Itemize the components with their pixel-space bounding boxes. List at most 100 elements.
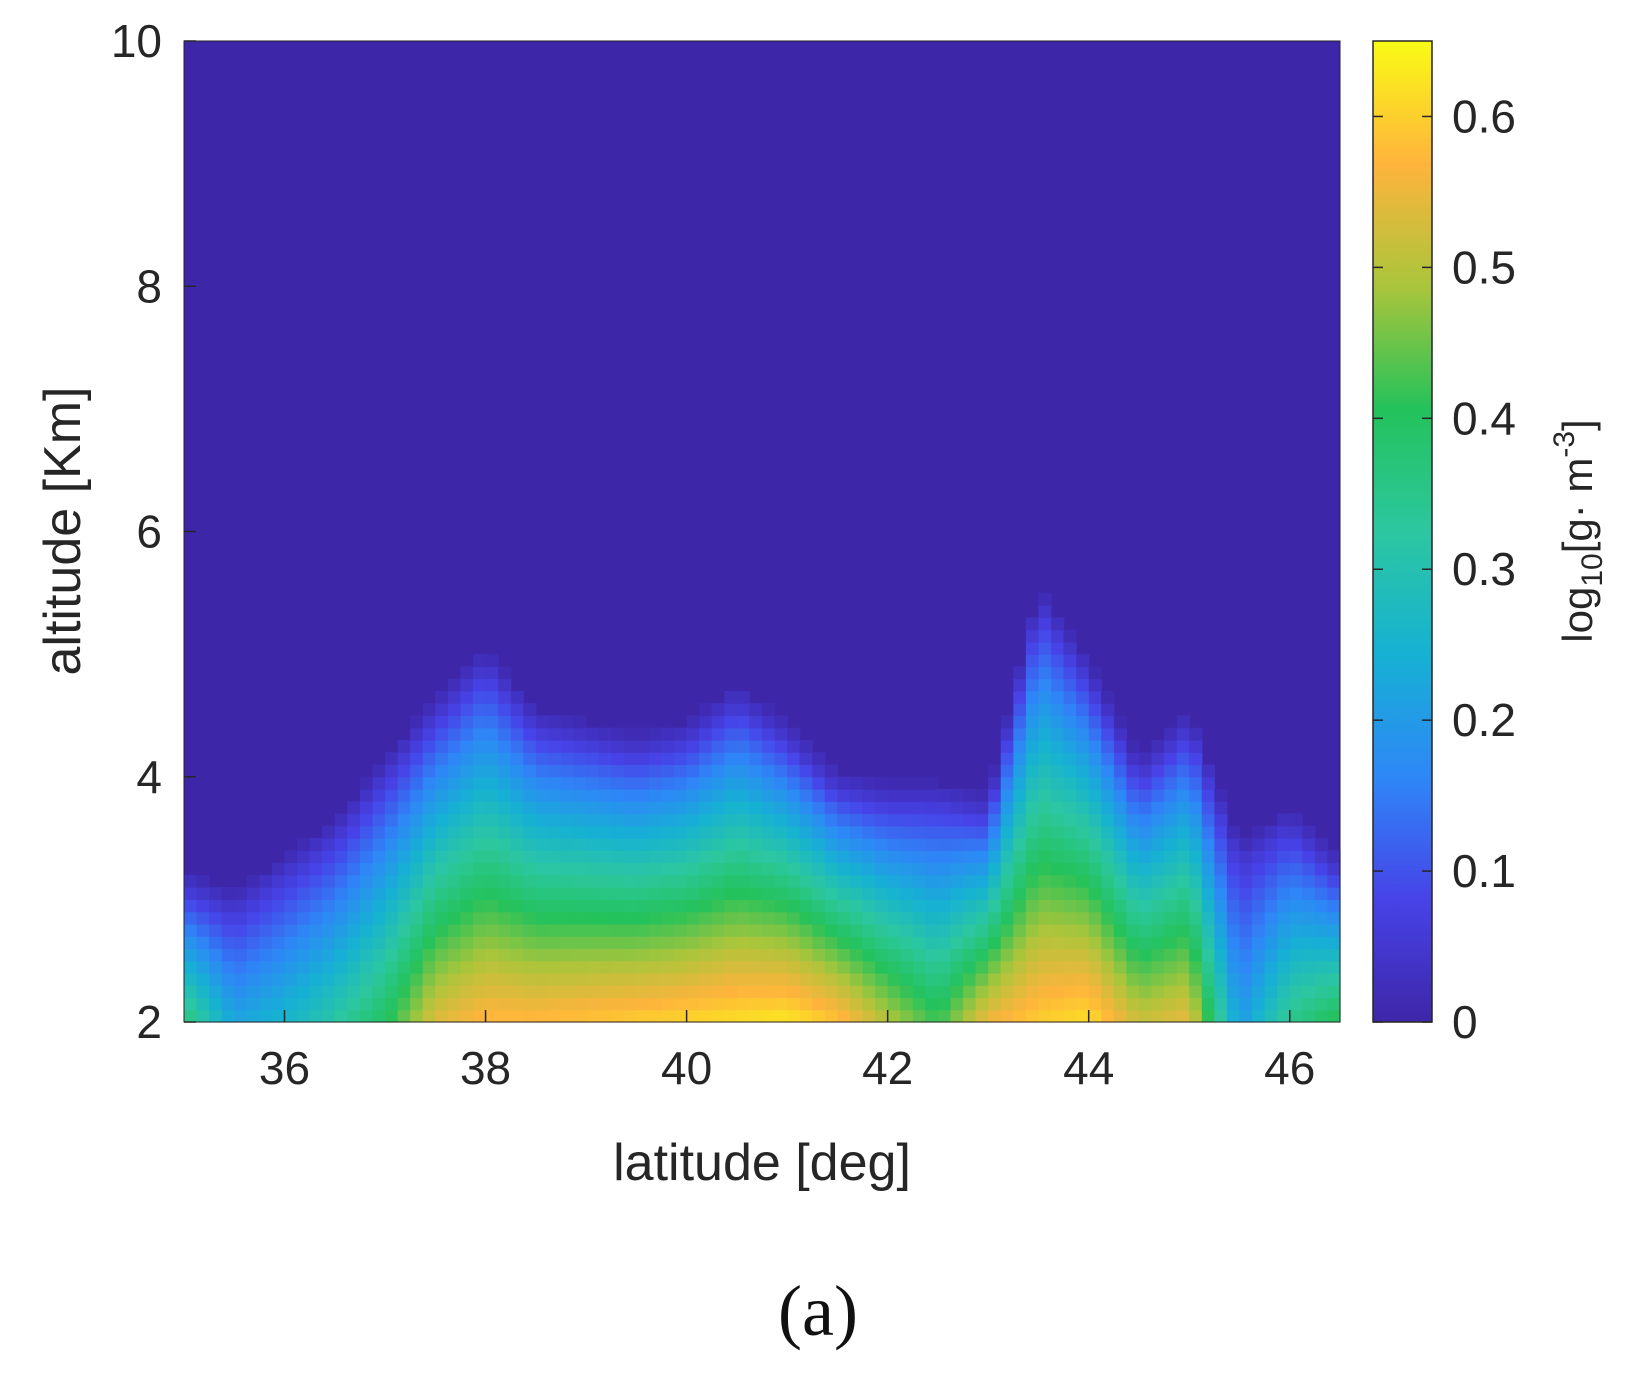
heatmap-cell — [510, 887, 524, 900]
heatmap-cell — [1126, 801, 1140, 815]
heatmap-cell — [1314, 862, 1329, 876]
heatmap-cell — [963, 899, 977, 913]
heatmap-cell — [1126, 764, 1140, 778]
heatmap-cell — [975, 899, 989, 913]
heatmap-cell — [749, 997, 763, 1011]
heatmap-cell — [1164, 985, 1178, 999]
heatmap-cell — [1051, 997, 1065, 1011]
heatmap-cell — [1302, 887, 1316, 900]
heatmap-cell — [1189, 985, 1203, 999]
heatmap-cell — [1013, 776, 1027, 790]
heatmap-cell — [749, 972, 763, 986]
heatmap-cell — [724, 850, 738, 864]
heatmap-cell — [573, 825, 587, 839]
heatmap-cell — [473, 789, 487, 802]
heatmap-cell — [661, 776, 675, 790]
heatmap-cell — [435, 985, 449, 999]
heatmap-cell — [196, 911, 210, 925]
heatmap-cell — [699, 1009, 713, 1023]
heatmap-cell — [322, 960, 336, 974]
heatmap-cell — [410, 911, 424, 925]
heatmap-cell — [271, 960, 286, 974]
heatmap-cell — [699, 825, 713, 839]
heatmap-cell — [473, 972, 487, 986]
heatmap-cell — [535, 936, 549, 950]
heatmap-cell — [385, 997, 399, 1011]
heatmap-cell — [221, 899, 235, 913]
heatmap-cell — [510, 874, 524, 888]
heatmap-cell — [548, 887, 562, 900]
heatmap-cell — [259, 887, 273, 900]
heatmap-cell — [699, 715, 713, 729]
heatmap-cell — [1051, 985, 1065, 999]
heatmap-cell — [1214, 911, 1228, 925]
heatmap-cell — [1126, 985, 1140, 999]
heatmap-cell — [1126, 874, 1140, 888]
heatmap-cell — [1025, 948, 1040, 962]
heatmap-cell — [234, 911, 248, 925]
heatmap-cell — [1051, 715, 1065, 729]
heatmap-cell — [925, 862, 939, 876]
heatmap-cell — [309, 838, 323, 851]
heatmap-cell — [1051, 739, 1065, 753]
heatmap-cell — [1201, 936, 1215, 950]
heatmap-cell — [209, 923, 223, 937]
heatmap-cell — [473, 887, 487, 900]
heatmap-cell — [711, 776, 725, 790]
heatmap-cell — [1164, 936, 1178, 950]
heatmap-cell — [711, 789, 725, 802]
heatmap-cell — [473, 1009, 487, 1023]
heatmap-cell — [498, 752, 512, 766]
heatmap-cell — [912, 825, 926, 839]
heatmap-cell — [586, 985, 600, 999]
heatmap-cell — [799, 862, 813, 876]
heatmap-cell — [762, 825, 776, 839]
heatmap-cell — [611, 874, 625, 888]
heatmap-cell — [699, 801, 713, 815]
heatmap-cell — [510, 838, 524, 851]
heatmap-cell — [1151, 739, 1165, 753]
heatmap-cell — [234, 948, 248, 962]
heatmap-cell — [498, 948, 512, 962]
heatmap-cell — [435, 764, 449, 778]
heatmap-cell — [422, 997, 436, 1011]
heatmap-cell — [1126, 776, 1140, 790]
heatmap-cell — [787, 936, 801, 950]
heatmap-cell — [875, 923, 889, 937]
heatmap-cell — [1327, 850, 1341, 864]
heatmap-cell — [950, 985, 964, 999]
heatmap-cell — [1088, 690, 1102, 704]
heatmap-cell — [787, 923, 801, 937]
heatmap-cell — [762, 923, 776, 937]
heatmap-cell — [900, 862, 914, 876]
heatmap-cell — [661, 739, 675, 753]
heatmap-cell — [837, 862, 851, 876]
heatmap-cell — [937, 874, 952, 888]
heatmap-cell — [548, 739, 562, 753]
heatmap-cell — [473, 703, 487, 717]
heatmap-cell — [1126, 911, 1140, 925]
heatmap-cell — [1126, 972, 1140, 986]
heatmap-cell — [1201, 813, 1215, 827]
heatmap-cell — [598, 985, 612, 999]
heatmap-cell — [309, 936, 323, 950]
heatmap-cell — [1138, 801, 1153, 815]
heatmap-cell — [1088, 838, 1102, 851]
heatmap-cell — [623, 911, 637, 925]
heatmap-cell — [711, 972, 725, 986]
heatmap-cell — [548, 764, 562, 778]
heatmap-cell — [686, 715, 700, 729]
heatmap-cell — [1252, 825, 1266, 839]
heatmap-cell — [1289, 948, 1303, 962]
heatmap-cell — [1113, 874, 1127, 888]
heatmap-cell — [523, 838, 537, 851]
heatmap-cell — [1201, 862, 1215, 876]
heatmap-cell — [724, 715, 738, 729]
heatmap-cell — [824, 838, 838, 851]
heatmap-cell — [1051, 690, 1065, 704]
colorbar-title-main: [g· m — [1554, 458, 1601, 554]
heatmap-cell — [1113, 801, 1127, 815]
heatmap-cell — [887, 813, 901, 827]
heatmap-cell — [736, 752, 751, 766]
heatmap-cell — [259, 936, 273, 950]
